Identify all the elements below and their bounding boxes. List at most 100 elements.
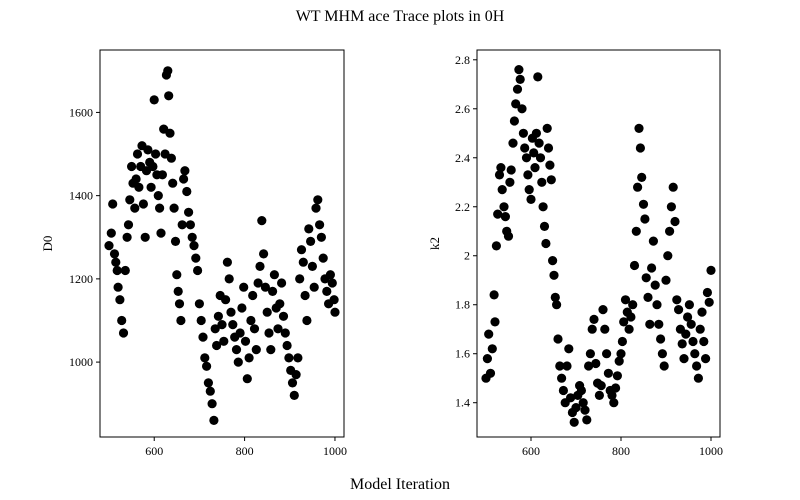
data-point xyxy=(529,148,539,158)
data-point xyxy=(164,91,174,101)
data-point xyxy=(213,311,223,321)
data-point xyxy=(650,280,660,290)
data-point xyxy=(251,345,261,355)
data-point xyxy=(130,203,140,213)
data-point xyxy=(652,300,662,310)
data-point xyxy=(115,295,125,305)
data-point xyxy=(552,300,562,310)
y-tick-label: 2.6 xyxy=(455,102,470,116)
data-point xyxy=(264,328,274,338)
data-point xyxy=(291,370,301,380)
data-point xyxy=(278,311,289,321)
data-point xyxy=(242,374,252,384)
data-point xyxy=(132,149,143,159)
data-point xyxy=(643,292,653,302)
data-point xyxy=(244,353,254,363)
data-point xyxy=(209,415,219,425)
data-point xyxy=(584,361,594,371)
scatter-points xyxy=(104,66,340,425)
data-point xyxy=(325,270,335,280)
data-point xyxy=(123,220,134,230)
data-point xyxy=(313,195,323,205)
data-point xyxy=(231,345,242,355)
data-point xyxy=(548,256,558,266)
data-point xyxy=(485,368,496,378)
data-point xyxy=(293,353,303,363)
data-point xyxy=(695,324,705,334)
data-point xyxy=(275,299,285,309)
data-point xyxy=(503,231,514,241)
data-point xyxy=(179,174,189,184)
data-point xyxy=(200,353,210,363)
data-point xyxy=(172,270,182,280)
data-point xyxy=(189,241,199,251)
data-point xyxy=(217,320,227,330)
data-point xyxy=(122,232,132,242)
data-point xyxy=(262,307,272,317)
data-point xyxy=(576,385,587,396)
data-point xyxy=(635,143,646,153)
y-tick-label: 2.4 xyxy=(455,151,470,165)
data-point xyxy=(654,319,664,329)
data-point xyxy=(521,153,532,163)
data-point xyxy=(535,153,546,163)
data-point xyxy=(295,274,305,284)
data-point xyxy=(692,361,702,371)
data-point xyxy=(268,286,278,296)
y-tick-label: 1.6 xyxy=(455,347,470,361)
data-point xyxy=(701,354,711,364)
data-point xyxy=(626,312,636,322)
data-point xyxy=(330,307,340,317)
data-point xyxy=(174,299,185,309)
data-point xyxy=(530,163,540,173)
data-point xyxy=(191,253,201,263)
data-point xyxy=(180,166,190,176)
data-point xyxy=(657,349,668,359)
x-tick-label: 800 xyxy=(612,444,630,458)
axes-frame xyxy=(476,49,721,438)
data-point xyxy=(149,95,159,105)
data-point xyxy=(683,312,693,322)
data-point xyxy=(143,145,153,155)
x-tick-label: 1000 xyxy=(699,444,723,458)
figure-title: WT MHM ace Trace plots in 0H xyxy=(295,8,505,25)
data-point xyxy=(282,340,292,351)
data-point xyxy=(491,241,501,251)
data-point xyxy=(706,265,716,275)
data-point xyxy=(558,385,569,396)
data-point xyxy=(185,220,195,230)
data-point xyxy=(327,278,337,288)
data-point xyxy=(182,186,192,197)
data-point xyxy=(157,170,167,180)
y-tick-label: 2 xyxy=(464,249,470,263)
data-point xyxy=(165,128,175,138)
data-point xyxy=(155,203,165,213)
data-point xyxy=(697,307,707,317)
data-point xyxy=(533,72,543,82)
data-point xyxy=(151,149,161,159)
data-point xyxy=(549,270,559,280)
data-point xyxy=(617,336,628,347)
data-point xyxy=(514,65,524,75)
data-point xyxy=(120,265,130,276)
data-point xyxy=(607,390,617,400)
data-point xyxy=(674,305,684,315)
data-point xyxy=(166,153,176,163)
y-axis-label: k2 xyxy=(427,237,442,250)
data-point xyxy=(106,228,116,238)
data-point xyxy=(541,238,551,249)
data-point xyxy=(307,261,317,271)
x-tick-label: 600 xyxy=(522,444,540,458)
data-point xyxy=(146,182,156,192)
data-point xyxy=(269,270,279,280)
y-tick-label: 1200 xyxy=(69,272,93,286)
data-point xyxy=(681,329,691,339)
data-point xyxy=(273,324,283,334)
data-point xyxy=(309,282,319,292)
data-point xyxy=(193,265,203,276)
data-point xyxy=(508,138,518,148)
data-point xyxy=(616,349,626,359)
data-point xyxy=(506,165,516,175)
data-point xyxy=(505,177,515,187)
data-point xyxy=(539,221,550,231)
